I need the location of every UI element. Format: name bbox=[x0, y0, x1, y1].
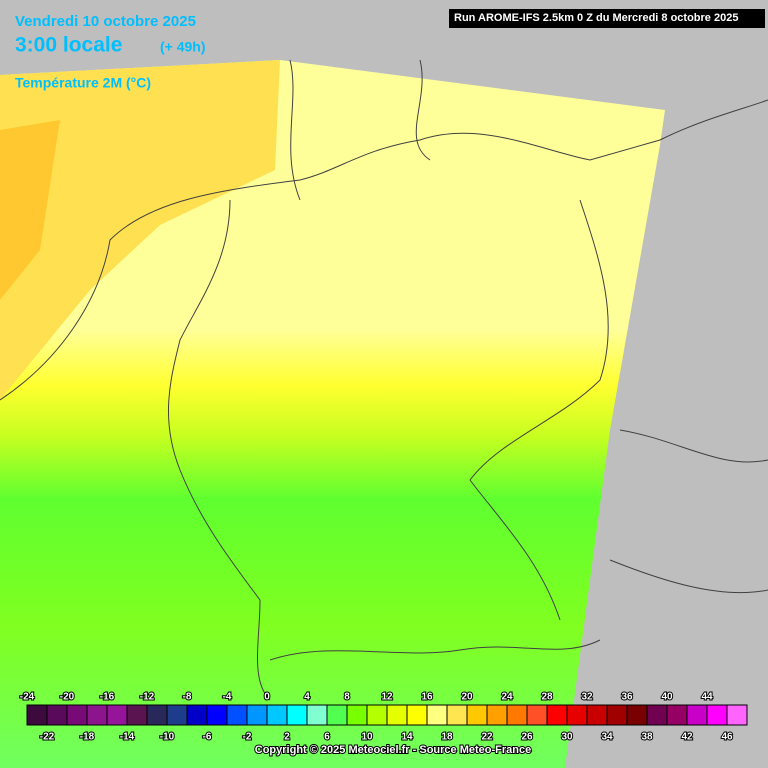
legend-label: 18 bbox=[441, 732, 453, 743]
copyright: Copyright © 2025 Meteociel.fr - Source M… bbox=[255, 744, 531, 756]
run-info: Run AROME-IFS 2.5km 0 Z du Mercredi 8 oc… bbox=[454, 12, 738, 24]
legend-label: 22 bbox=[481, 732, 493, 743]
legend-label: -4 bbox=[223, 692, 232, 703]
color-swatch bbox=[706, 704, 728, 726]
legend-label: 38 bbox=[641, 732, 653, 743]
color-swatch bbox=[246, 704, 268, 726]
color-swatch bbox=[646, 704, 668, 726]
legend-label: 12 bbox=[381, 692, 393, 703]
legend-label: 46 bbox=[721, 732, 733, 743]
color-swatch bbox=[66, 704, 88, 726]
color-swatch bbox=[626, 704, 648, 726]
model-domain bbox=[0, 60, 665, 768]
color-swatch bbox=[406, 704, 428, 726]
legend-label: -6 bbox=[203, 732, 212, 743]
lead-time: (+ 49h) bbox=[160, 39, 206, 55]
legend-label: -10 bbox=[160, 732, 175, 743]
warmer-sea bbox=[0, 120, 60, 300]
color-swatch bbox=[726, 704, 748, 726]
legend-label: 36 bbox=[621, 692, 633, 703]
legend-label: 10 bbox=[361, 732, 373, 743]
color-swatch bbox=[346, 704, 368, 726]
date: Vendredi 10 octobre 2025 bbox=[15, 13, 196, 30]
legend-label: 40 bbox=[661, 692, 673, 703]
color-swatch bbox=[106, 704, 128, 726]
color-swatch bbox=[446, 704, 468, 726]
legend-label: 28 bbox=[541, 692, 553, 703]
legend-label: 34 bbox=[601, 732, 613, 743]
legend-label: 26 bbox=[521, 732, 533, 743]
color-swatch bbox=[606, 704, 628, 726]
color-swatch bbox=[526, 704, 548, 726]
legend-label: 6 bbox=[324, 732, 330, 743]
legend-label: 20 bbox=[461, 692, 473, 703]
legend-label: 2 bbox=[284, 732, 290, 743]
borders bbox=[0, 59, 768, 701]
color-swatch bbox=[26, 704, 48, 726]
color-swatch bbox=[266, 704, 288, 726]
color-swatch bbox=[426, 704, 448, 726]
legend-label: -12 bbox=[140, 692, 155, 703]
color-swatch bbox=[306, 704, 328, 726]
color-swatch bbox=[666, 704, 688, 726]
legend-label: 32 bbox=[581, 692, 593, 703]
color-swatch bbox=[166, 704, 188, 726]
legend-label: -8 bbox=[183, 692, 192, 703]
color-swatch bbox=[566, 704, 588, 726]
legend-label: -20 bbox=[60, 692, 75, 703]
color-swatch bbox=[686, 704, 708, 726]
color-swatch bbox=[226, 704, 248, 726]
legend-label: 4 bbox=[304, 692, 310, 703]
legend-label: -22 bbox=[40, 732, 55, 743]
color-swatch bbox=[86, 704, 108, 726]
time: 3:00 locale bbox=[15, 34, 122, 57]
legend-label: -18 bbox=[80, 732, 95, 743]
legend-label: 0 bbox=[264, 692, 270, 703]
color-swatch bbox=[506, 704, 528, 726]
legend-label: -2 bbox=[243, 732, 252, 743]
color-swatch bbox=[546, 704, 568, 726]
run-box bbox=[449, 9, 765, 28]
color-swatch bbox=[146, 704, 168, 726]
legend-label: 14 bbox=[401, 732, 413, 743]
parameter: Température 2M (°C) bbox=[15, 75, 151, 91]
legend-label: -16 bbox=[100, 692, 115, 703]
color-swatch bbox=[126, 704, 148, 726]
legend-label: 16 bbox=[421, 692, 433, 703]
color-swatch bbox=[286, 704, 308, 726]
legend-label: 42 bbox=[681, 732, 693, 743]
color-swatch bbox=[586, 704, 608, 726]
color-swatch bbox=[386, 704, 408, 726]
legend-label: -14 bbox=[120, 732, 135, 743]
legend-label: 24 bbox=[501, 692, 513, 703]
color-swatch bbox=[186, 704, 208, 726]
legend-label: 30 bbox=[561, 732, 573, 743]
colorbar: -24-22-20-18-16-14-12-10-8-6-4-202468101… bbox=[19, 691, 748, 744]
legend-label: -24 bbox=[20, 692, 35, 703]
color-swatch bbox=[466, 704, 488, 726]
color-swatch bbox=[486, 704, 508, 726]
color-swatch bbox=[46, 704, 68, 726]
color-swatch bbox=[366, 704, 388, 726]
color-swatch bbox=[206, 704, 228, 726]
warm-sea bbox=[0, 60, 280, 400]
color-swatch bbox=[326, 704, 348, 726]
legend-label: 44 bbox=[701, 692, 713, 703]
legend-label: 8 bbox=[344, 692, 350, 703]
